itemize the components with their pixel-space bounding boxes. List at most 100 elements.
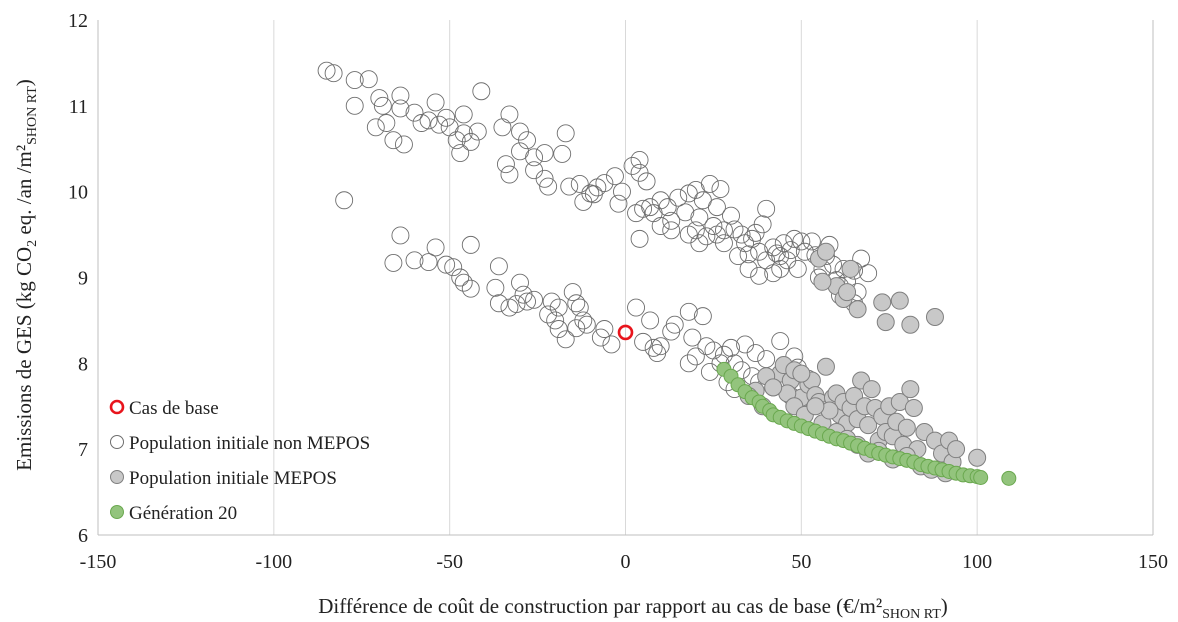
y-tick-label: 10 [68, 182, 88, 204]
non-mepos-point [461, 235, 480, 254]
mepos-point [816, 242, 835, 261]
non-mepos-point [430, 115, 449, 134]
non-mepos-point [746, 344, 765, 362]
non-mepos-point [489, 257, 508, 276]
non-mepos-point [437, 108, 456, 127]
non-mepos-point [658, 198, 677, 217]
non-mepos-point [535, 169, 554, 188]
non-mepos-point [697, 227, 716, 246]
non-mepos-point [405, 251, 424, 270]
generation-20-point [973, 469, 989, 485]
non-mepos-point [345, 71, 364, 90]
non-mepos-point [461, 132, 480, 151]
mepos-point [841, 259, 860, 278]
mepos-point [848, 300, 867, 319]
y-tick-label: 8 [78, 353, 88, 375]
non-mepos-point [679, 302, 698, 321]
non-mepos-point [711, 180, 730, 199]
non-mepos-point [373, 96, 392, 115]
legend: Cas de base Population initiale non MEPOS… [109, 398, 370, 524]
non-mepos-point [584, 185, 603, 204]
non-mepos-point [764, 264, 783, 283]
mepos-point [876, 313, 895, 332]
x-axis-title: Différence de coût de construction par r… [318, 594, 948, 622]
y-tick-label: 7 [78, 439, 88, 461]
mepos-point [947, 440, 966, 459]
legend-marker [110, 435, 124, 449]
non-mepos-point [771, 332, 790, 350]
non-mepos-point [577, 315, 596, 334]
y-tick-label: 11 [69, 96, 88, 118]
data-points [317, 61, 1017, 486]
mepos-point [904, 398, 923, 417]
non-mepos-point [395, 135, 413, 154]
non-mepos-point [609, 194, 628, 213]
tick-labels: -150 -100 -50 0 50 100 150 6 7 8 9 10 11 12 [68, 10, 1168, 573]
non-mepos-point [472, 82, 491, 101]
non-mepos-point [665, 315, 684, 334]
non-mepos-point [644, 338, 663, 357]
non-mepos-point [739, 245, 758, 264]
non-mepos-point [496, 155, 515, 174]
non-mepos-point [602, 335, 621, 354]
non-mepos-point [707, 198, 726, 217]
non-mepos-point [704, 217, 723, 235]
x-tick-label: -150 [80, 551, 117, 573]
non-mepos-point [771, 247, 790, 265]
non-mepos-point [489, 294, 508, 313]
non-mepos-point [451, 144, 470, 162]
non-mepos-point [511, 273, 529, 292]
non-mepos-point [419, 111, 438, 130]
non-mepos-point [444, 258, 463, 277]
non-mepos-point [651, 217, 670, 235]
non-mepos-point [595, 320, 614, 338]
mepos-point [968, 448, 987, 467]
non-mepos-point [739, 259, 758, 278]
non-mepos-point [493, 118, 512, 137]
non-mepos-point [549, 298, 568, 317]
mepos-point [873, 293, 892, 312]
mepos-point [925, 307, 944, 326]
non-mepos-point [753, 215, 772, 234]
non-mepos-point [556, 124, 575, 143]
non-mepos-point [690, 234, 709, 253]
x-tick-label: 100 [962, 551, 992, 573]
non-mepos-point [426, 238, 445, 257]
non-mepos-point [700, 174, 719, 193]
y-axis-title: Emissions de GES (kg CO2 eq. /an /m²SHON… [12, 79, 40, 471]
non-mepos-point [518, 131, 536, 150]
non-mepos-point [377, 114, 396, 132]
mepos-point [862, 380, 881, 399]
legend-label: Génération 20 [129, 503, 237, 524]
non-mepos-point [384, 131, 403, 150]
non-mepos-point [686, 221, 705, 240]
mepos-point [806, 397, 825, 416]
non-mepos-point [623, 156, 642, 175]
mepos-point [859, 416, 878, 435]
x-tick-label: 50 [791, 551, 811, 573]
non-mepos-point [454, 105, 473, 124]
non-mepos-point [426, 93, 445, 112]
legend-label: Cas de base [129, 398, 219, 419]
non-mepos-point [412, 114, 431, 132]
legend-marker [110, 470, 124, 484]
non-mepos-point [542, 292, 561, 311]
non-mepos-point [391, 86, 410, 105]
non-mepos-point [549, 320, 568, 338]
mepos-point [838, 283, 857, 302]
non-mepos-point [662, 221, 681, 240]
non-mepos-point [627, 298, 645, 317]
non-mepos-point [384, 253, 403, 272]
non-mepos-point [507, 295, 526, 314]
non-mepos-point [669, 188, 688, 207]
legend-label: Population initiale MEPOS [129, 468, 337, 489]
mepos-point [813, 272, 832, 291]
non-mepos-point [634, 199, 653, 218]
non-mepos-point [419, 253, 438, 271]
non-mepos-point [556, 330, 575, 349]
non-mepos-point [802, 232, 821, 251]
non-mepos-point [859, 264, 878, 283]
x-tick-label: -100 [255, 551, 292, 573]
non-mepos-point [366, 118, 385, 137]
